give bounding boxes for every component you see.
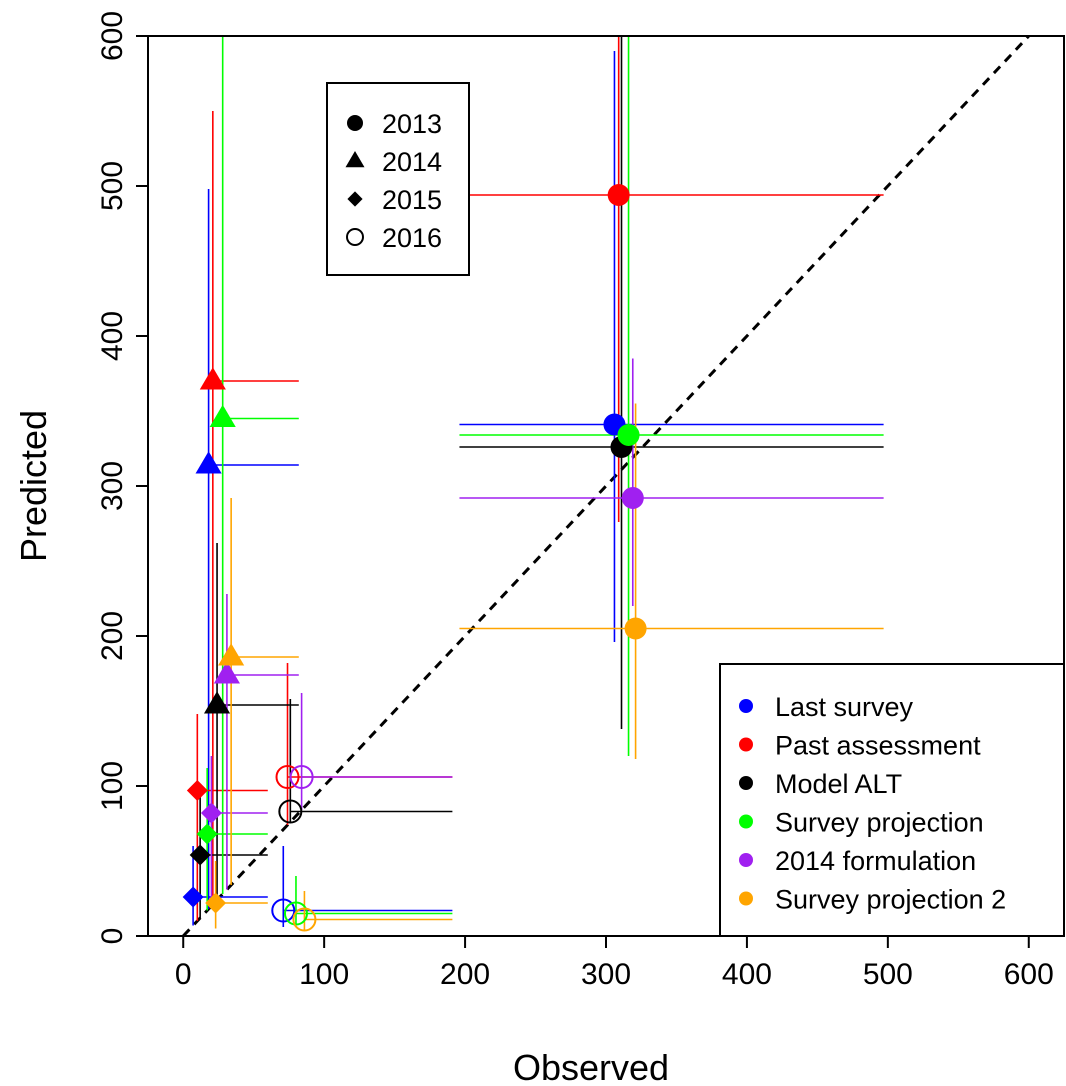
last-survey-2014-point: [195, 451, 222, 474]
past-assessment-2013-point: [607, 184, 630, 206]
y-tick-label-300: 300: [96, 461, 129, 511]
year-legend-marker-2013: [347, 115, 363, 131]
method-legend: Last survey Past assessment Model ALT Surve…: [719, 663, 1065, 937]
method-legend-marker-survey-projection: [739, 814, 753, 829]
x-tick-label-200: 200: [440, 958, 490, 991]
2014-formulation-2016-point: [289, 765, 314, 789]
last-survey-2015-point: [182, 886, 204, 908]
model-alt-2015-point: [189, 844, 211, 866]
year-legend: 2013 2014 2015 2016: [326, 82, 470, 276]
method-legend-marker-past-assessment: [739, 737, 753, 752]
method-legend-label-2014-formulation: 2014 formulation: [775, 846, 976, 876]
year-legend-label-2015: 2015: [382, 185, 442, 215]
x-tick-label-300: 300: [581, 958, 631, 991]
method-legend-marker-model-alt: [739, 776, 753, 790]
year-legend-marker-2014: [345, 151, 365, 168]
survey-projection-2-2016-point: [292, 907, 317, 932]
x-tick-label-600: 600: [1004, 958, 1054, 991]
survey-projection-2-2015-point: [205, 892, 227, 914]
survey-projection-2-2014-point: [218, 643, 245, 666]
year-legend-marker-2015: [347, 191, 363, 207]
method-legend-label-survey-projection: Survey projection: [775, 808, 984, 838]
survey-projection-2013-point: [617, 424, 640, 446]
x-axis-title: Observed: [513, 1047, 669, 1086]
past-assessment-2015-point: [186, 780, 208, 801]
survey-projection-2014-point: [209, 404, 236, 428]
y-tick-label-500: 500: [96, 161, 129, 211]
model-alt-2014-point: [203, 691, 231, 714]
y-tick-label-100: 100: [96, 761, 129, 811]
one-to-one-line: [182, 34, 1030, 938]
2014-formulation-2013-point: [621, 487, 644, 509]
method-legend-label-survey-projection-2: Survey projection 2: [775, 885, 1006, 915]
year-legend-marker-2016: [346, 228, 364, 246]
method-legend-marker-2014-formulation: [739, 853, 753, 867]
survey-projection-2015-point: [196, 823, 218, 845]
x-tick-label-400: 400: [722, 958, 772, 991]
y-tick-label-400: 400: [96, 311, 129, 361]
year-legend-label-2016: 2016: [382, 223, 442, 253]
method-legend-label-last-survey: Last survey: [775, 692, 914, 722]
last-survey-2016-point: [271, 898, 296, 923]
past-assessment-2014-point: [199, 367, 226, 390]
past-assessment-2016-point: [275, 765, 300, 789]
method-legend-box: [719, 663, 1065, 937]
x-tick-label-0: 0: [175, 958, 192, 991]
year-legend-label-2014: 2014: [382, 147, 442, 177]
y-axis-title: Predicted: [13, 410, 54, 562]
x-tick-label-500: 500: [863, 958, 913, 991]
x-tick-label-100: 100: [299, 958, 349, 991]
survey-projection-2016-point: [283, 901, 308, 926]
y-tick-label-600: 600: [96, 11, 129, 61]
method-legend-marker-last-survey: [739, 699, 753, 713]
method-legend-label-past-assessment: Past assessment: [775, 731, 981, 761]
method-legend-label-model-alt: Model ALT: [775, 769, 902, 799]
method-legend-marker-survey-projection-2: [739, 891, 753, 906]
year-legend-label-2013: 2013: [382, 109, 442, 139]
point-layer: [182, 184, 647, 932]
2014-formulation-2014-point: [213, 661, 240, 684]
y-tick-label-0: 0: [96, 928, 129, 945]
axes-layer: 0 100 200 300 400 500 600 0 100 200 300 400 500 600 Ob…: [13, 11, 1065, 1086]
2014-formulation-2015-point: [200, 802, 222, 824]
y-tick-label-200: 200: [96, 611, 129, 661]
reference-layer: [182, 34, 1030, 938]
survey-projection-2-2013-point: [624, 617, 647, 640]
model-alt-2016-point: [278, 799, 303, 824]
